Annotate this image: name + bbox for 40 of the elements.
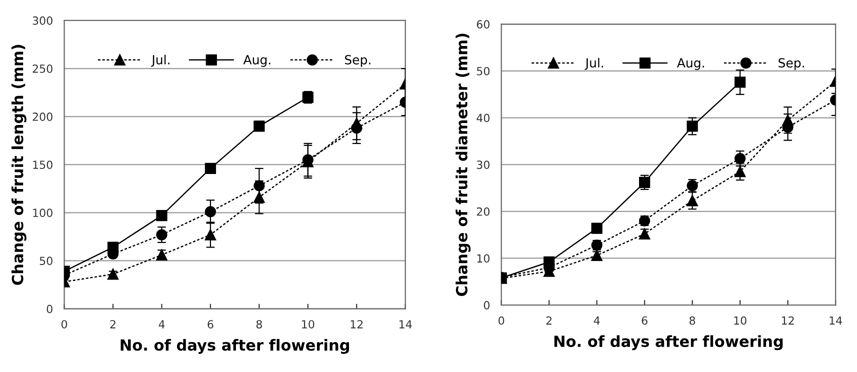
x-tick-label: 14 <box>830 316 842 325</box>
x-tick-label: 10 <box>302 320 314 328</box>
y-tick-label: 20 <box>476 207 490 216</box>
y-tick-label: 0 <box>46 304 52 314</box>
x-tick-label: 0 <box>61 320 68 328</box>
x-tick-label: 12 <box>350 320 363 328</box>
y-tick-label: 50 <box>40 256 52 266</box>
y-tick-label: 300 <box>32 16 52 25</box>
x-tick-label: 2 <box>110 320 116 328</box>
y-axis-title: Change of fruit diameter (mm) <box>456 34 471 296</box>
y-tick-label: 0 <box>484 301 490 310</box>
x-tick-label: 10 <box>734 316 746 325</box>
legend-label: Sep. <box>344 54 370 67</box>
x-tick-label: 0 <box>498 316 504 325</box>
legend-label: Jul. <box>151 54 170 67</box>
x-axis-title: No. of days after flowering <box>554 335 783 350</box>
x-tick-label: 4 <box>594 316 600 325</box>
legend-label: Aug. <box>677 58 704 70</box>
y-tick-label: 150 <box>33 160 52 169</box>
legend-label: Aug. <box>243 55 270 67</box>
x-tick-label: 4 <box>158 320 165 328</box>
x-tick-label: 6 <box>642 316 648 325</box>
x-tick-label: 2 <box>546 316 552 325</box>
x-tick-label: 8 <box>690 316 696 325</box>
x-tick-label: 14 <box>400 320 412 328</box>
y-tick-label: 50 <box>476 66 490 76</box>
legend-label: Jul. <box>584 58 604 70</box>
x-tick-label: 6 <box>208 320 214 328</box>
y-tick-label: 100 <box>33 208 52 218</box>
x-tick-label: 12 <box>782 316 794 325</box>
y-axis-title: Change of fruit length (mm) <box>11 44 26 285</box>
y-tick-label: 250 <box>32 64 52 73</box>
y-tick-label: 40 <box>476 114 490 122</box>
x-axis-title: No. of days after flowering <box>120 338 349 354</box>
y-tick-label: 30 <box>476 160 490 169</box>
y-tick-label: 10 <box>477 254 490 263</box>
legend-label: Sep. <box>778 58 804 70</box>
y-tick-label: 60 <box>476 20 490 29</box>
y-tick-label: 200 <box>32 112 52 121</box>
x-tick-label: 8 <box>256 320 262 328</box>
